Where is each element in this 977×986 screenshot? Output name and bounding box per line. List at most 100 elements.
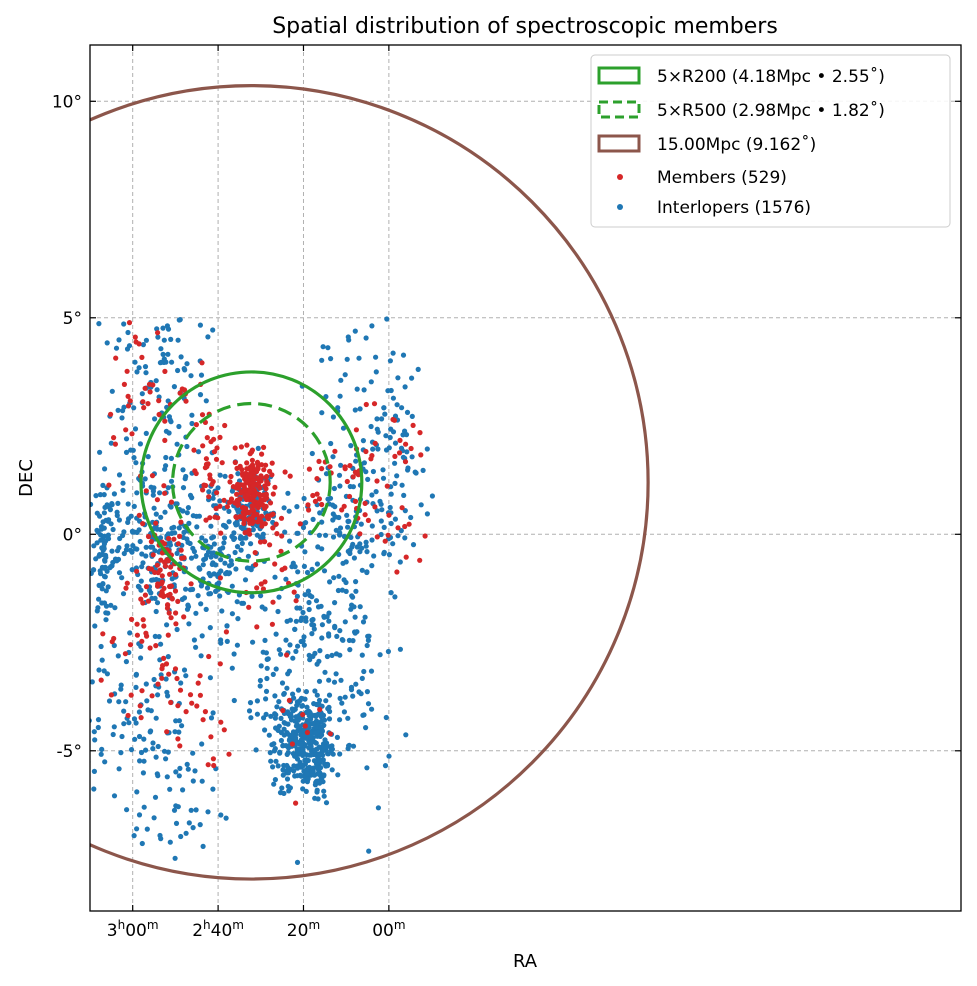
member-point-329 (192, 468, 198, 474)
interloper-point-1329 (379, 416, 385, 422)
interloper-point-1244 (380, 475, 387, 481)
interloper-point-1046 (332, 625, 338, 631)
interloper-point-1093 (329, 746, 335, 752)
interloper-point-507 (99, 586, 105, 592)
member-point-468 (374, 534, 380, 540)
member-point-441 (316, 458, 322, 464)
member-point-524 (267, 542, 273, 548)
interloper-point-333 (313, 740, 319, 746)
interloper-point-1039 (148, 728, 154, 734)
member-point-483 (395, 525, 401, 531)
interloper-point-1334 (404, 409, 411, 415)
interloper-point-1276 (380, 467, 386, 473)
interloper-point-54 (316, 697, 323, 703)
interloper-point-1259 (397, 559, 403, 565)
interloper-point-910 (162, 466, 168, 472)
interloper-point-1003 (151, 815, 157, 821)
member-point-254 (181, 614, 187, 620)
interloper-point-1333 (369, 492, 375, 498)
member-point-494 (417, 430, 423, 436)
interloper-point-326 (315, 771, 321, 777)
interloper-point-793 (103, 617, 109, 623)
interloper-point-983 (95, 717, 102, 723)
member-point-383 (205, 762, 211, 768)
interloper-point-595 (148, 544, 154, 550)
interloper-point-1473 (140, 770, 146, 776)
member-point-396 (127, 398, 133, 404)
interloper-point-1073 (287, 642, 293, 648)
interloper-point-1176 (363, 469, 369, 475)
interloper-point-95 (278, 715, 284, 722)
member-point-516 (293, 800, 299, 806)
interloper-point-591 (162, 509, 168, 515)
interloper-point-1422 (260, 649, 266, 655)
interloper-point-620 (218, 557, 224, 563)
interloper-point-1372 (295, 643, 301, 649)
interloper-point-1539 (335, 587, 341, 594)
member-point-486 (403, 441, 409, 447)
interloper-point-1357 (320, 344, 326, 350)
interloper-point-1559 (334, 633, 340, 640)
interloper-point-1018 (123, 659, 129, 665)
member-point-478 (397, 437, 403, 443)
interloper-point-1568 (292, 564, 298, 570)
interloper-point-1070 (382, 763, 389, 769)
member-point-168 (263, 491, 269, 497)
interloper-point-1458 (218, 812, 224, 818)
interloper-point-1379 (285, 671, 291, 677)
interloper-point-656 (148, 484, 154, 490)
interloper-point-1478 (208, 715, 215, 721)
member-point-487 (403, 554, 409, 560)
interloper-point-1387 (285, 709, 291, 715)
interloper-point-1327 (379, 507, 385, 513)
interloper-point-312 (313, 730, 319, 736)
interloper-point-785 (99, 526, 105, 532)
interloper-point-541 (109, 548, 115, 554)
interloper-point-944 (116, 699, 122, 705)
interloper-point-1452 (185, 766, 191, 772)
interloper-point-987 (144, 698, 150, 704)
interloper-point-723 (224, 623, 230, 629)
interloper-point-1549 (303, 615, 309, 621)
interloper-point-1056 (350, 743, 357, 749)
member-point-159 (235, 502, 241, 508)
member-point-391 (125, 403, 132, 409)
interloper-point-233 (298, 737, 305, 743)
member-point-351 (143, 630, 149, 636)
interloper-point-1076 (388, 590, 394, 596)
interloper-point-1309 (394, 402, 400, 408)
member-point-137 (270, 511, 276, 517)
interloper-point-477 (174, 626, 180, 633)
plot-frame (89, 44, 962, 912)
member-point-216 (214, 490, 220, 496)
interloper-point-873 (134, 369, 140, 375)
member-point-40 (230, 484, 236, 490)
interloper-point-828 (109, 388, 115, 394)
member-point-413 (129, 431, 135, 437)
member-point-244 (158, 557, 164, 563)
interloper-point-1455 (210, 786, 216, 792)
x-tick-label-0: 3h00m (107, 918, 159, 941)
member-point-421 (183, 398, 189, 404)
y-tick-label-3: -5° (57, 742, 82, 762)
interloper-point-1035 (98, 751, 104, 757)
interloper-point-566 (184, 606, 191, 612)
interloper-point-840 (168, 455, 174, 461)
interloper-point-695 (193, 644, 199, 650)
interloper-point-907 (121, 321, 127, 327)
member-point-367 (194, 703, 200, 709)
interloper-point-928 (178, 833, 184, 840)
interloper-point-1525 (132, 359, 138, 365)
member-point-488 (418, 452, 424, 458)
interloper-point-1438 (273, 631, 279, 637)
member-point-470 (353, 427, 359, 433)
interloper-point-1031 (128, 747, 135, 753)
interloper-point-703 (238, 547, 244, 553)
member-point-164 (257, 485, 263, 491)
interloper-point-745 (221, 540, 227, 546)
interloper-point-1079 (302, 592, 308, 598)
interloper-point-318 (312, 795, 318, 801)
interloper-point-1524 (198, 372, 205, 378)
interloper-point-908 (150, 492, 156, 498)
interloper-point-1405 (264, 665, 270, 671)
